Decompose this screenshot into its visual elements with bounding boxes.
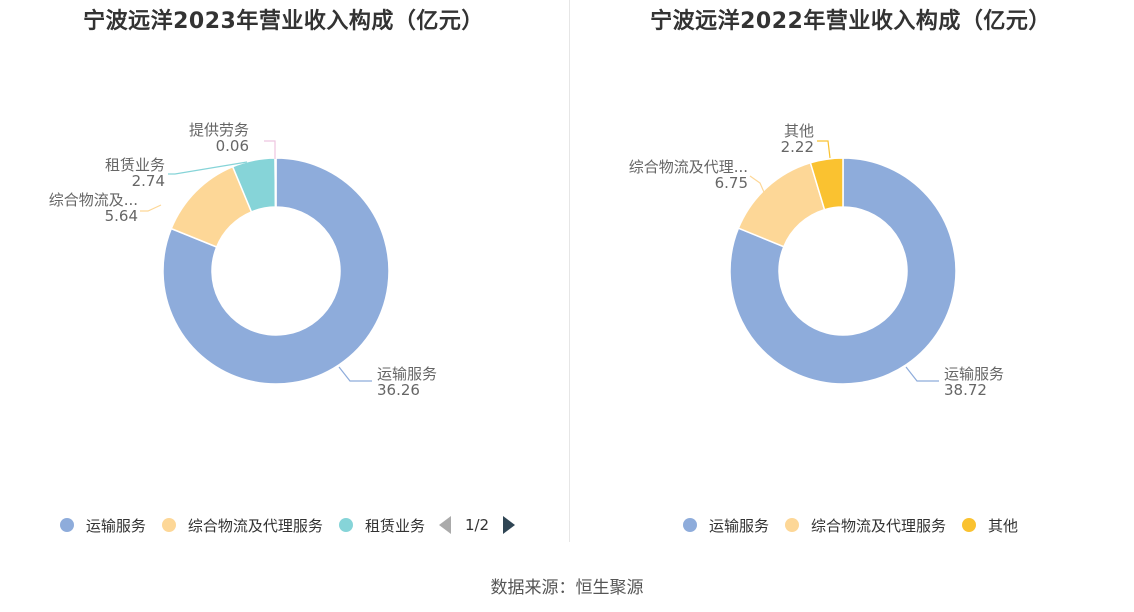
legend-dot	[161, 518, 176, 532]
legend-item-other[interactable]: 其他	[962, 515, 1018, 536]
donut-slice-0[interactable]	[162, 157, 390, 385]
legend-item-transport[interactable]: 运输服务	[682, 515, 769, 536]
legend-dot	[338, 518, 353, 532]
leader-line-2	[168, 161, 248, 175]
legend-item-logistics[interactable]: 综合物流及代理服务	[161, 515, 323, 536]
slice-label-1: 综合物流及代理...	[629, 158, 748, 176]
leader-line-0	[905, 366, 939, 382]
leader-line-3	[264, 140, 276, 159]
slice-value-3: 0.06	[216, 137, 249, 155]
slice-value-2: 2.74	[132, 172, 165, 190]
legend-label: 运输服务	[708, 516, 769, 535]
leader-line-2	[817, 140, 831, 159]
legend-dot	[59, 518, 74, 532]
legend-label: 其他	[988, 516, 1019, 535]
slice-label-2: 租赁业务	[105, 156, 165, 174]
data-source-footer: 数据来源：恒生聚源	[490, 578, 644, 598]
slice-value-2: 2.22	[781, 138, 814, 156]
donut-slice-0[interactable]	[729, 157, 957, 385]
legend-pager: 1/2	[438, 516, 516, 534]
panel-divider	[569, 0, 570, 542]
chart-title: 宁波远洋2022年营业收入构成（亿元）	[650, 9, 1051, 34]
slice-value-1: 5.64	[105, 207, 138, 225]
legend-item-leasing[interactable]: 租赁业务	[338, 515, 425, 536]
slice-value-0: 36.26	[377, 381, 420, 399]
slice-value-1: 6.75	[715, 174, 748, 192]
legend-label: 综合物流及代理服务	[187, 516, 323, 535]
legend-next-page-icon[interactable]	[503, 516, 516, 534]
slice-label-0: 运输服务	[944, 365, 1004, 383]
chart-panel-2023: 宁波远洋2023年营业收入构成（亿元） 运输服务 36.26 综合物流及... 5.6…	[0, 0, 567, 545]
donut-slice-3[interactable]	[274, 157, 277, 208]
donut-slice-2[interactable]	[809, 157, 844, 211]
leader-line-1	[749, 175, 771, 207]
leader-line-1	[140, 204, 162, 212]
legend-label: 运输服务	[85, 516, 146, 535]
legend-prev-page-icon[interactable]	[438, 516, 451, 534]
chart-title: 宁波远洋2023年营业收入构成（亿元）	[83, 9, 484, 34]
chart-legend: 运输服务 综合物流及代理服务 租赁业务 1/2	[0, 513, 567, 537]
slice-value-0: 38.72	[944, 381, 987, 399]
slice-label-2: 其他	[784, 122, 814, 140]
legend-dot	[682, 518, 697, 532]
slice-label-0: 运输服务	[377, 365, 437, 383]
slice-label-3: 提供劳务	[189, 121, 249, 139]
chart-panel-2022: 宁波远洋2022年营业收入构成（亿元） 运输服务 38.72 综合物流及代理... 6…	[567, 0, 1134, 545]
legend-dot	[962, 518, 976, 532]
slice-label-1: 综合物流及...	[49, 191, 138, 209]
legend-page-indicator: 1/2	[464, 516, 490, 534]
legend-dot	[784, 518, 799, 532]
donut-slice-1[interactable]	[737, 161, 826, 248]
legend-item-transport[interactable]: 运输服务	[59, 515, 146, 536]
leader-line-0	[338, 366, 372, 382]
chart-legend: 运输服务 综合物流及代理服务 其他	[567, 513, 1134, 537]
legend-label: 综合物流及代理服务	[810, 516, 946, 535]
legend-label: 租赁业务	[364, 516, 425, 535]
legend-item-logistics[interactable]: 综合物流及代理服务	[784, 515, 946, 536]
